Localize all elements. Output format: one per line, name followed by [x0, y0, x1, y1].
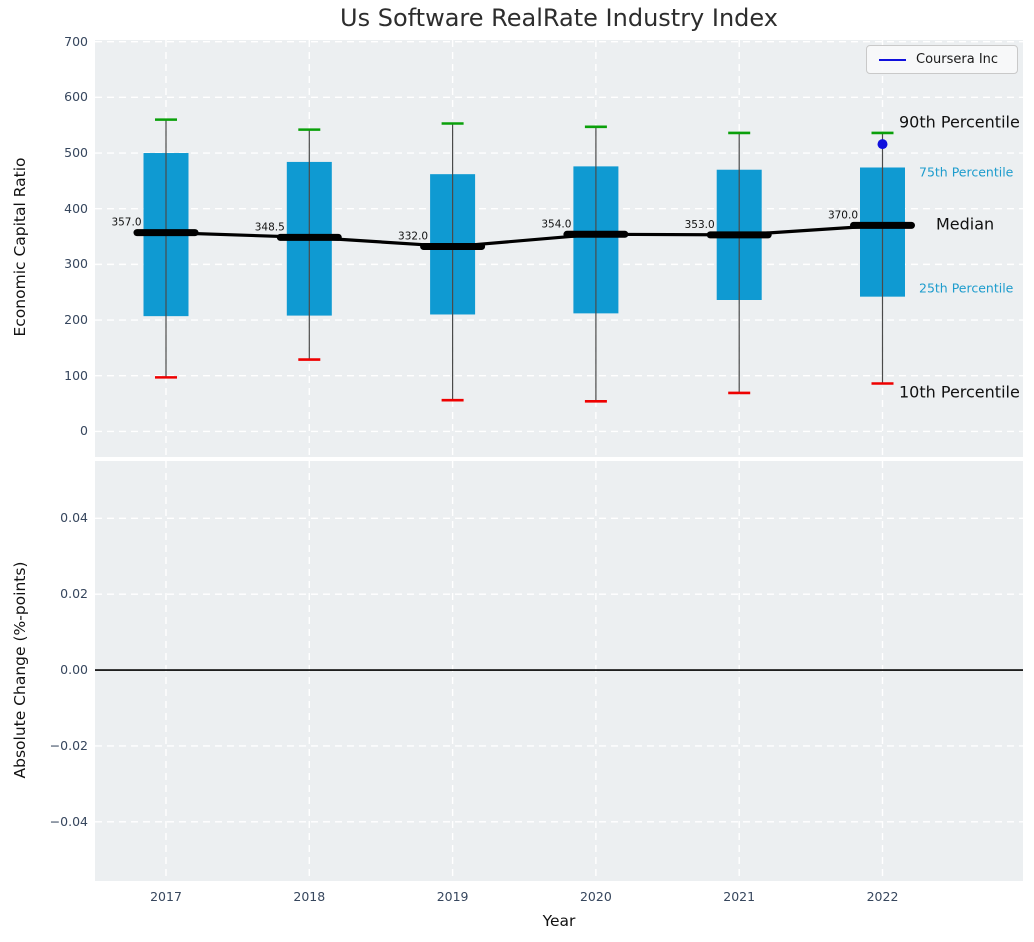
y-tick-label: −0.02: [49, 737, 88, 753]
legend-line-swatch: [879, 58, 906, 61]
median-value-label-2019: 332.0: [398, 231, 428, 243]
y-tick-label: 200: [64, 312, 88, 328]
y-tick-label: 0: [80, 423, 88, 439]
y-tick-label: 0.04: [60, 510, 88, 526]
annotation-25th-percentile: 25th Percentile: [919, 280, 1014, 296]
annotation-90th-percentile: 90th Percentile: [899, 112, 1020, 132]
x-tick-label: 2021: [723, 889, 756, 904]
company-point-2022: [877, 139, 888, 150]
y-tick-label: 500: [64, 145, 88, 161]
annotation-median: Median: [936, 214, 995, 234]
annotation-75th-percentile: 75th Percentile: [919, 164, 1014, 180]
y-tick-label: −0.04: [49, 813, 88, 829]
chart-title: Us Software RealRate Industry Index: [340, 4, 778, 32]
x-tick-label: 2020: [579, 889, 612, 904]
bottom-plot-canvas: [95, 461, 1023, 881]
y-tick-label: 100: [64, 367, 88, 383]
y-tick-label: 400: [64, 200, 88, 216]
y-tick-label: 300: [64, 256, 88, 272]
median-value-label-2018: 348.5: [255, 221, 285, 233]
legend-series-label: Coursera Inc: [916, 52, 999, 67]
median-value-label-2017: 357.0: [111, 217, 141, 229]
median-value-label-2021: 353.0: [685, 219, 715, 231]
x-tick-label: 2017: [150, 889, 182, 904]
y-tick-label: 0.02: [60, 586, 88, 602]
bottom-plot-area: [95, 461, 1023, 881]
x-tick-label: 2019: [436, 889, 469, 904]
y-axis-label-top: Economic Capital Ratio: [11, 157, 29, 337]
legend: Coursera Inc: [866, 45, 1018, 74]
x-tick-label: 2022: [866, 889, 899, 904]
x-tick-label: 2018: [293, 889, 326, 904]
y-tick-label: 700: [64, 33, 88, 49]
top-plot-canvas: 357.0 348.5 332.0 354.0 353.0 370.0: [95, 40, 1023, 457]
y-tick-label: 0.00: [60, 662, 88, 678]
top-plot-area: 357.0 348.5 332.0 354.0 353.0 370.0: [95, 40, 1023, 457]
y-tick-label: 600: [64, 89, 88, 105]
x-axis-label: Year: [542, 912, 576, 930]
median-value-label-2022: 370.0: [828, 209, 858, 221]
median-value-label-2020: 354.0: [541, 218, 571, 230]
annotation-10th-percentile: 10th Percentile: [899, 382, 1020, 402]
